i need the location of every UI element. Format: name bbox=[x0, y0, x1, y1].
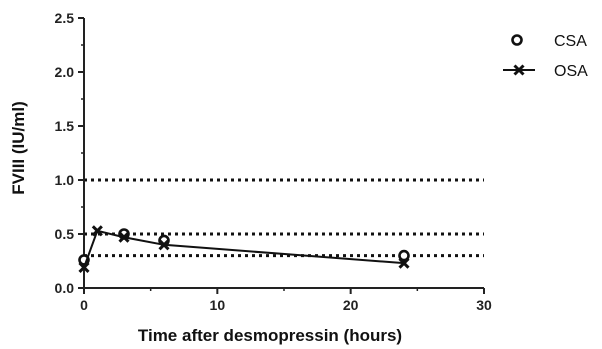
osa-point bbox=[78, 261, 90, 274]
y-tick-label: 1.0 bbox=[55, 172, 75, 188]
x-axis-title: Time after desmopressin (hours) bbox=[138, 326, 402, 345]
osa-point bbox=[118, 231, 130, 243]
legend: CSA OSA bbox=[503, 33, 588, 80]
legend-item-osa: OSA bbox=[503, 63, 588, 80]
axes: 0.0 0.5 1.0 1.5 2.0 2.5 0 10 20 30 bbox=[55, 10, 492, 313]
y-tick-label: 0.5 bbox=[55, 226, 75, 242]
x-tick-label: 10 bbox=[210, 297, 226, 313]
y-tick-label: 2.0 bbox=[55, 64, 75, 80]
osa-point bbox=[158, 239, 170, 251]
x-tick-label: 0 bbox=[80, 297, 88, 313]
series-layer bbox=[78, 225, 410, 274]
x-tick-label: 30 bbox=[476, 297, 492, 313]
osa-point bbox=[398, 257, 410, 269]
y-tick-label: 1.5 bbox=[55, 118, 75, 134]
legend-item-csa: CSA bbox=[511, 33, 587, 50]
legend-label: OSA bbox=[554, 63, 588, 80]
osa-point bbox=[91, 225, 103, 237]
y-tick-label: 0.0 bbox=[55, 280, 75, 296]
y-tick-label: 2.5 bbox=[55, 10, 75, 26]
legend-label: CSA bbox=[554, 33, 587, 50]
x-tick-label: 20 bbox=[343, 297, 359, 313]
series-osa bbox=[78, 225, 410, 274]
legend-marker bbox=[511, 34, 523, 46]
csa-point bbox=[398, 249, 410, 262]
legend-marker bbox=[513, 64, 525, 76]
y-axis-title: FVIII (IU/ml) bbox=[9, 101, 28, 195]
series-line-osa bbox=[83, 229, 405, 268]
reference-lines bbox=[84, 178, 484, 258]
